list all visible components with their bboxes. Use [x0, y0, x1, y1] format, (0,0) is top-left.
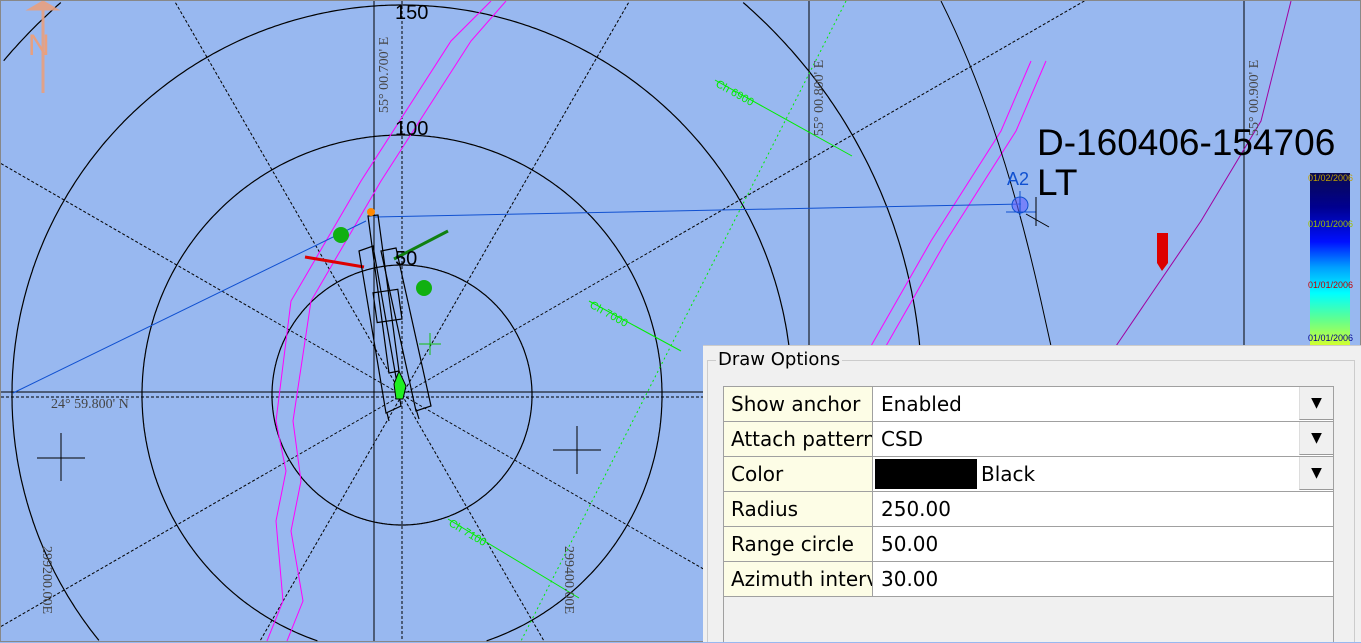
- north-arrow-icon: [25, 1, 61, 93]
- attach-pattern-select[interactable]: CSD ▼: [873, 422, 1333, 456]
- property-grid: Show anchor Enabled ▼ Attach pattern CSD ▼…: [723, 386, 1334, 642]
- azimuth-line: [174, 1, 403, 396]
- longitude-label: 55° 00.900' E: [1247, 60, 1262, 136]
- color-swatch: [875, 459, 977, 489]
- anchor-line: [12, 220, 367, 394]
- property-label: Radius: [724, 492, 873, 526]
- time-color-legend: 01/02/2006 01/01/2006 01/01/2006 01/01/2…: [1308, 173, 1354, 345]
- anchor-label: A2: [1007, 169, 1029, 189]
- chainage-tick: [588, 300, 682, 352]
- property-label: Show anchor: [724, 387, 873, 421]
- easting-label: 299200.00E: [39, 546, 54, 614]
- property-row-attach-pattern[interactable]: Attach pattern CSD ▼: [724, 422, 1333, 457]
- range-circle-input[interactable]: 50.00: [873, 527, 1333, 561]
- dropdown-arrow-icon[interactable]: ▼: [1299, 457, 1333, 490]
- dropdown-arrow-icon[interactable]: ▼: [1299, 422, 1333, 455]
- pipeline-route: [885, 60, 1047, 347]
- azimuth-line: [1, 394, 403, 627]
- latitude-label: 24° 59.800' N: [51, 397, 129, 412]
- panel-title: Draw Options: [716, 349, 843, 370]
- property-label: Range circle: [724, 527, 873, 561]
- range-label: 100: [395, 118, 428, 140]
- group-border: [707, 360, 1355, 642]
- chainage-label: Ch 7000: [588, 299, 630, 330]
- property-label: Azimuth interval: [724, 562, 873, 596]
- azimuth-interval-input[interactable]: 30.00: [873, 562, 1333, 596]
- chainage-tick: [714, 79, 853, 157]
- vessel-bow-marker: [367, 208, 375, 216]
- legend-label: 01/01/2006: [1308, 219, 1354, 229]
- azimuth-line: [401, 1, 630, 396]
- legend-label: 01/01/2006: [1308, 280, 1354, 290]
- property-value: Enabled: [881, 392, 962, 416]
- azimuth-line: [401, 394, 545, 642]
- easting-label: 299400.00E: [561, 546, 576, 614]
- legend-label: 01/02/2006: [1308, 173, 1354, 183]
- longitude-label: 55° 00.800' E: [812, 60, 827, 136]
- heading-marker-green: [393, 229, 449, 261]
- property-value: CSD: [881, 427, 924, 451]
- property-row-radius[interactable]: Radius 250.00: [724, 492, 1333, 527]
- pipeline-route: [1115, 1, 1292, 347]
- property-row-color[interactable]: Color Black ▼: [724, 457, 1333, 492]
- cursor-crosshair-icon: [1025, 197, 1050, 228]
- property-row-range-circle[interactable]: Range circle 50.00: [724, 527, 1333, 562]
- legend-label: 01/01/2006: [1308, 333, 1354, 343]
- color-select[interactable]: Black ▼: [873, 457, 1333, 491]
- draw-options-panel: Draw Options Show anchor Enabled ▼ Attach…: [703, 345, 1361, 642]
- anchor-line: [373, 203, 1022, 218]
- pipeline-route: [870, 60, 1032, 347]
- longitude-label: 55° 00.700' E: [377, 37, 392, 113]
- vessel-label: D-160406-154706 LT: [1037, 122, 1336, 203]
- property-row-azimuth-interval[interactable]: Azimuth interval 30.00: [724, 562, 1333, 597]
- heading-marker-red: [304, 255, 365, 269]
- property-label: Attach pattern: [724, 422, 873, 456]
- waypoint-green: [333, 227, 349, 243]
- azimuth-line: [401, 1, 1085, 396]
- pipeline-route: [286, 1, 507, 642]
- range-label: 150: [395, 2, 428, 24]
- property-label: Color: [724, 457, 873, 491]
- dropdown-arrow-icon[interactable]: ▼: [1299, 387, 1333, 420]
- anchor-icon: [1006, 191, 1036, 216]
- chainage-label: Ch 6900: [714, 78, 756, 109]
- target-marker: [1157, 233, 1168, 271]
- chainage-label: Ch 7100: [446, 517, 488, 549]
- chainage-tick: [447, 518, 580, 599]
- range-label: 50: [395, 248, 417, 270]
- seabed-contour: [940, 1, 1052, 347]
- show-anchor-select[interactable]: Enabled ▼: [873, 387, 1333, 421]
- property-row-show-anchor[interactable]: Show anchor Enabled ▼: [724, 387, 1333, 422]
- vessel-position-icon: [393, 369, 407, 400]
- radius-input[interactable]: 250.00: [873, 492, 1333, 526]
- pipeline-route: [266, 1, 492, 642]
- azimuth-line: [259, 394, 403, 642]
- range-circle: [141, 134, 663, 642]
- property-value: Black: [981, 462, 1036, 486]
- azimuth-line: [1, 163, 403, 396]
- waypoint-green: [416, 280, 432, 296]
- north-label: N: [28, 29, 50, 62]
